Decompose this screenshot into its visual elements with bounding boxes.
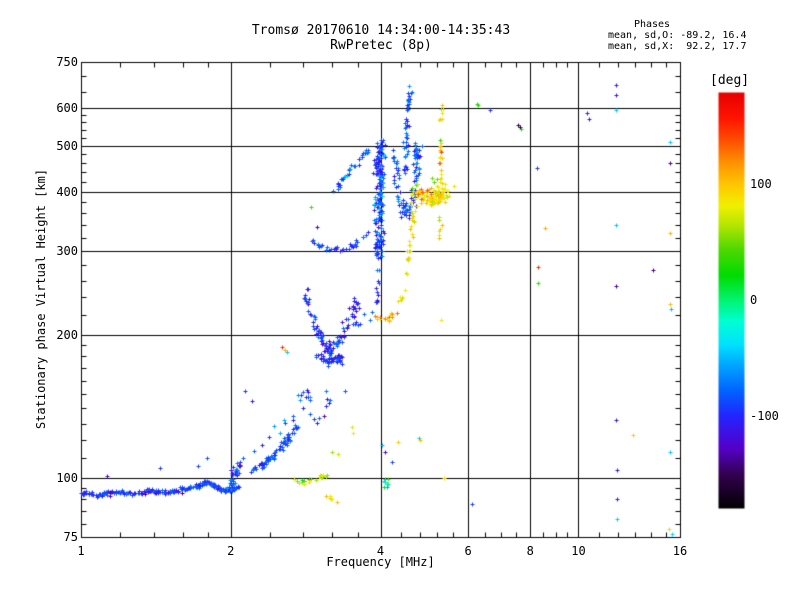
y-tick-label: 200: [56, 327, 78, 342]
phases-heading: Phases: [633, 19, 671, 30]
x-tick-label: 10: [571, 544, 586, 558]
y-axis-label: Stationary phase Virtual Height [km]: [34, 168, 48, 430]
x-tick-label: 6: [464, 544, 472, 558]
y-tick-label: 300: [56, 244, 78, 259]
y-tick-label: 600: [56, 101, 78, 116]
x-tick-label: 2: [227, 544, 235, 558]
colorbar-unit-label: [deg]: [710, 73, 750, 88]
y-tick-label: 500: [56, 138, 78, 153]
x-tick-label: 16: [672, 544, 688, 558]
x-axis-label: Frequency [MHz]: [326, 555, 435, 569]
chart-subtitle: RwPretec (8p): [330, 38, 432, 53]
phases-o-mode-stats: mean, sd,O: -89.2, 16.4: [608, 30, 747, 41]
phases-x-mode-stats: mean, sd,X: 92.2, 17.7: [608, 41, 747, 52]
y-tick-label: 100: [56, 470, 78, 485]
y-tick-label: 75: [63, 530, 78, 544]
colorbar-tick-label: 100: [750, 177, 772, 192]
colorbar-tick-label: -100: [750, 408, 779, 423]
chart-title: Tromsø 20170610 14:34:00-14:35:43: [251, 23, 511, 38]
y-tick-label: 750: [56, 55, 78, 69]
y-tick-label: 400: [56, 184, 78, 199]
x-tick-label: 8: [526, 544, 534, 558]
x-tick-label: 1: [77, 544, 85, 558]
x-tick-label: 4: [376, 544, 385, 558]
colorbar-tick-label: 0: [750, 293, 758, 307]
